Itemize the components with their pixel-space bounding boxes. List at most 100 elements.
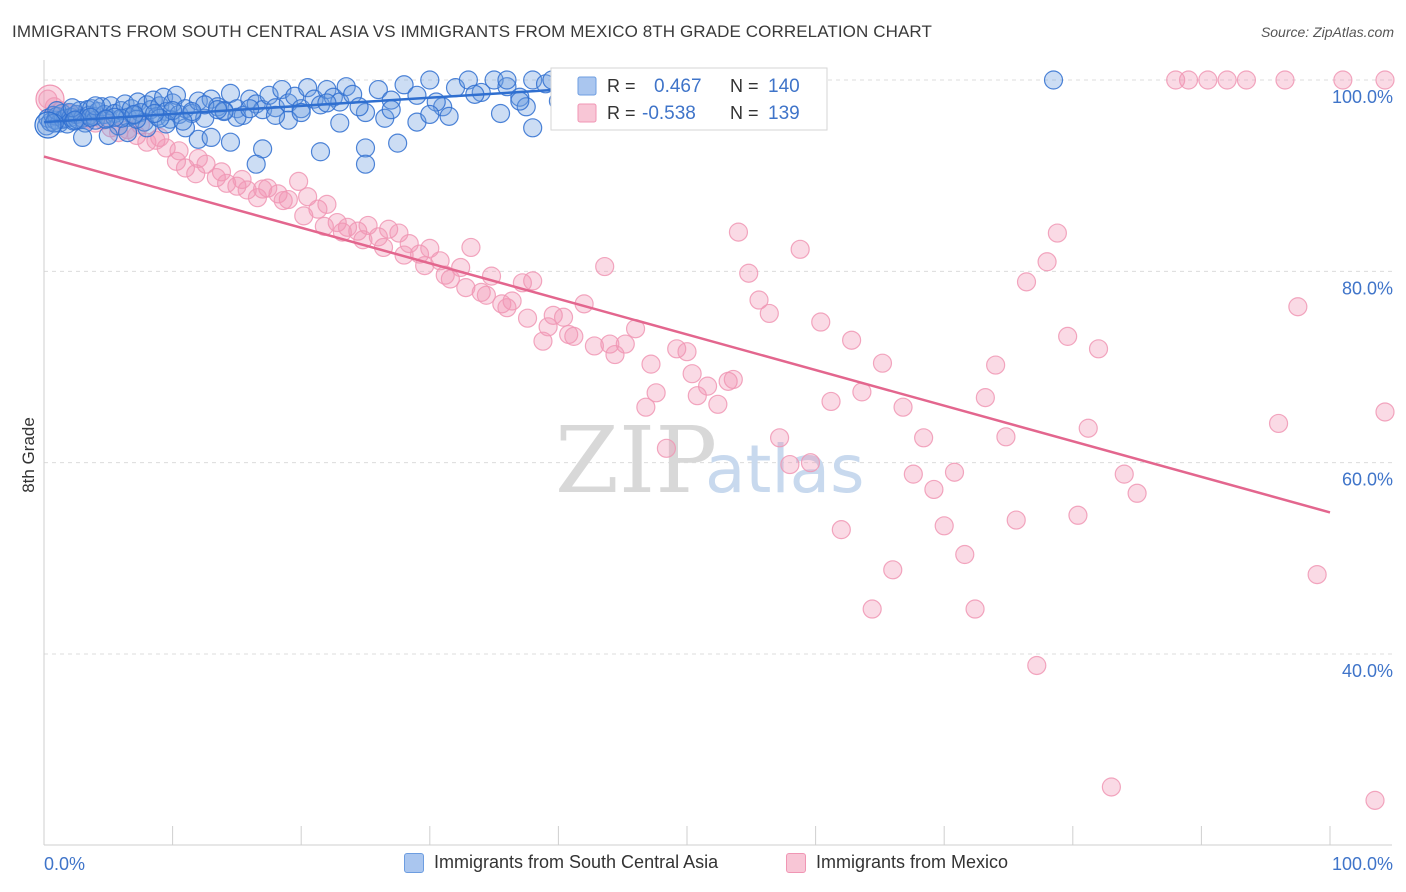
south-central-asia-point-98	[220, 132, 241, 152]
mexico-point-88	[903, 464, 923, 484]
trend-lines	[43, 88, 1331, 514]
south-central-asia-point-large	[34, 111, 62, 139]
mexico-point-126	[188, 148, 208, 169]
mexico-point-19	[196, 154, 216, 174]
legend-n-value-blue: 140	[768, 76, 800, 97]
south-central-asia-point-114	[47, 101, 67, 121]
south-central-asia-point-101	[355, 138, 376, 158]
south-central-asia-point-102	[388, 133, 408, 153]
trend-line-mexico	[43, 155, 1331, 514]
legend-n-value-pink: 139	[768, 103, 800, 124]
south-central-asia-point-88	[497, 77, 517, 97]
mexico-point-113	[1217, 70, 1237, 90]
top-legend: R = 0.467 N = 140 R = -0.538 N = 139	[550, 67, 828, 131]
top-legend-swatch-blue	[577, 76, 597, 96]
mexico-point-51	[523, 271, 543, 291]
mexico-point-142	[517, 308, 538, 328]
mexico-point-87	[893, 397, 913, 417]
south-central-asia-point-78	[368, 79, 388, 100]
mexico-point-36	[368, 227, 388, 247]
mexico-point-63	[646, 383, 666, 403]
mexico-point-39	[399, 233, 419, 254]
south-central-asia-point-96	[72, 127, 93, 147]
x-tick-label-0: 0.0%	[44, 854, 85, 874]
y-tick-label-0: 40.0%	[1342, 661, 1393, 681]
mexico-point-122	[1375, 402, 1395, 422]
bottom-legend: Immigrants from South Central Asia Immig…	[0, 852, 1406, 878]
mexico-point-118	[1307, 564, 1327, 585]
mexico-point-73	[749, 290, 769, 310]
south-central-asia-point-80	[394, 75, 414, 95]
mexico-point-20	[206, 167, 226, 188]
mexico-point-106	[1088, 339, 1109, 359]
mexico-point-84	[862, 599, 882, 619]
watermark-atlas: atlas	[705, 431, 865, 508]
south-central-asia-point-69	[298, 78, 318, 98]
mexico-point-105	[1078, 418, 1098, 438]
mexico-point-147	[682, 364, 702, 384]
south-central-asia-point-138	[1043, 70, 1064, 90]
mexico-point-52	[533, 331, 553, 351]
mexico-point-76	[780, 454, 800, 475]
mexico-point-102	[1047, 223, 1067, 243]
top-legend-box	[550, 67, 828, 131]
mexico-point-92	[944, 462, 965, 482]
mexico-point-64	[656, 438, 677, 458]
mexico-point-148	[723, 369, 743, 390]
mexico-point-121	[1375, 70, 1395, 90]
south-central-asia-point-127	[381, 100, 401, 120]
mexico-point-67	[687, 386, 707, 406]
mexico-point-46	[471, 282, 491, 302]
south-central-asia-point-137	[523, 118, 543, 138]
watermark-zip: ZIP	[555, 407, 717, 514]
y-tick-label-2: 80.0%	[1342, 278, 1393, 298]
mexico-point-85	[872, 353, 893, 373]
mexico-point-109	[1127, 483, 1147, 503]
south-central-asia-point-135	[420, 104, 440, 125]
south-central-asia-point-81	[407, 85, 427, 105]
watermark: ZIP atlas	[555, 407, 865, 514]
mexico-point-146	[641, 354, 661, 374]
legend-label-south-central-asia: Immigrants from South Central Asia	[434, 852, 719, 872]
mexico-point-66	[677, 342, 697, 362]
mexico-point-18	[186, 164, 206, 184]
south-central-asia-point-90	[523, 70, 543, 90]
mexico-point-77	[790, 239, 810, 259]
legend-swatch-pink	[786, 852, 806, 873]
mexico-point-100	[1027, 655, 1047, 676]
y-axis-label: 8th Grade	[19, 417, 38, 493]
mexico-point-74	[759, 303, 779, 324]
mexico-point-103	[1058, 326, 1078, 346]
south-central-asia-point-94	[117, 123, 138, 143]
mexico-point-115	[1268, 413, 1289, 434]
mexico-point-131	[294, 206, 314, 226]
mexico-point-62	[636, 397, 656, 417]
mexico-point-79	[811, 312, 831, 332]
legend-r-label-blue: R =	[607, 76, 636, 96]
mexico-point-78	[800, 453, 821, 473]
south-central-asia-point-75	[336, 77, 356, 97]
legend-item-south-central-asia[interactable]: Immigrants from South Central Asia	[404, 852, 718, 873]
south-central-asia-point-111	[439, 106, 459, 126]
mexico-point-32	[327, 212, 347, 233]
mexico-point-91	[934, 516, 954, 536]
south-central-asia-point-134	[355, 154, 376, 174]
legend-item-mexico[interactable]: Immigrants from Mexico	[786, 852, 1008, 873]
x-tick-label-1: 100.0%	[1332, 854, 1393, 874]
mexico-point-82	[842, 330, 862, 350]
mexico-point-107	[1101, 777, 1121, 797]
mexico-point-99	[1016, 272, 1037, 292]
mexico-point-135	[373, 237, 394, 258]
mexico-point-28	[289, 171, 309, 192]
mexico-point-54	[553, 307, 574, 327]
mexico-point-138	[435, 265, 455, 285]
south-central-asia-point-85	[458, 70, 478, 90]
mexico-point-72	[739, 263, 759, 283]
mexico-point-116	[1275, 70, 1295, 90]
south-central-asia-point-124	[291, 102, 311, 123]
mexico-point-127	[211, 162, 232, 182]
mexico-point-129	[253, 179, 273, 199]
gridlines	[44, 79, 1392, 655]
series-mexico-points	[35, 70, 1395, 810]
